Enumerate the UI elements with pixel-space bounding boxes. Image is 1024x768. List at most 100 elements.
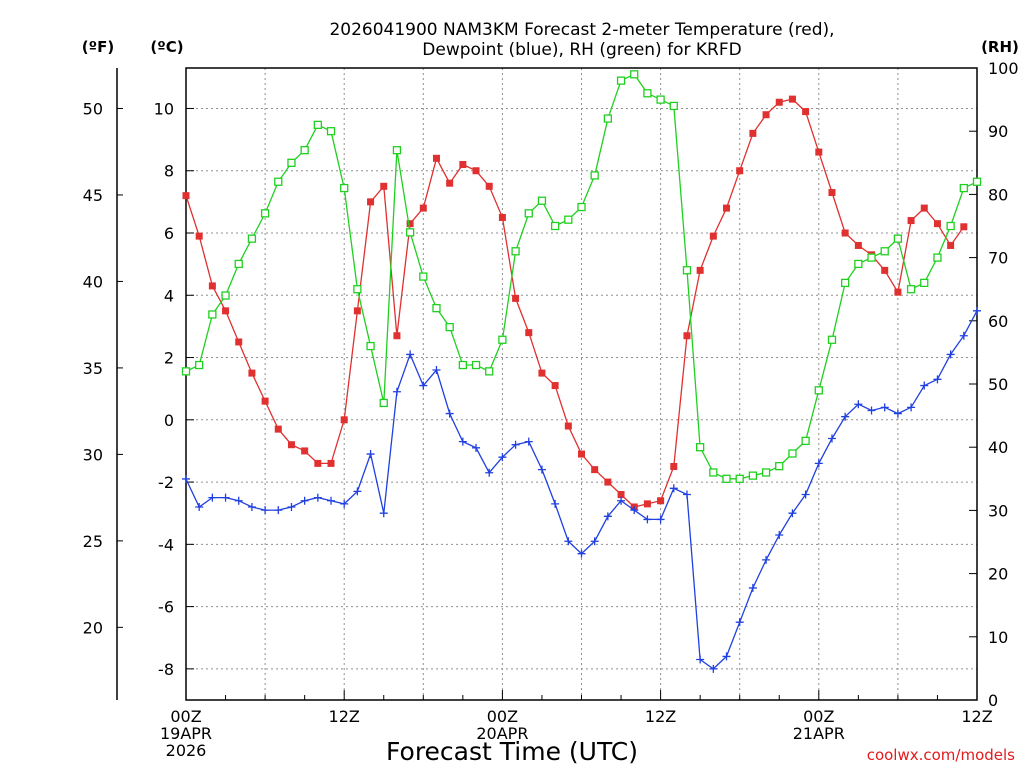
celsius-tick-label: 4 bbox=[164, 286, 174, 305]
data-point bbox=[524, 437, 533, 446]
data-point bbox=[340, 416, 348, 424]
fahrenheit-tick-label: 25 bbox=[83, 532, 103, 551]
data-point bbox=[287, 158, 296, 167]
data-point bbox=[222, 307, 230, 315]
data-point bbox=[590, 171, 599, 180]
data-point bbox=[814, 386, 823, 395]
x-tick-label: 00Z bbox=[803, 707, 834, 726]
data-point bbox=[670, 463, 678, 471]
data-point bbox=[445, 322, 454, 332]
data-point bbox=[709, 664, 718, 673]
data-point bbox=[867, 406, 876, 415]
data-point bbox=[578, 450, 585, 458]
data-point bbox=[182, 474, 190, 483]
rh-tick-label: 70 bbox=[988, 249, 1008, 268]
fahrenheit-axis-unit: (ºF) bbox=[82, 38, 114, 56]
series-dewpoint bbox=[182, 306, 981, 673]
data-point bbox=[723, 204, 731, 212]
data-point bbox=[538, 369, 546, 377]
data-point bbox=[432, 154, 440, 162]
data-point bbox=[788, 449, 797, 458]
data-point bbox=[959, 331, 968, 340]
x-tick-label: 20APR bbox=[476, 724, 528, 743]
series-rh bbox=[181, 70, 982, 483]
data-point bbox=[867, 253, 876, 262]
data-point bbox=[841, 412, 850, 421]
data-point bbox=[406, 350, 415, 359]
fahrenheit-tick-label: 40 bbox=[83, 272, 103, 291]
data-point bbox=[498, 213, 506, 221]
data-point bbox=[761, 468, 771, 477]
data-point bbox=[221, 291, 230, 300]
data-point bbox=[512, 294, 520, 302]
data-point bbox=[603, 512, 612, 521]
data-point bbox=[221, 493, 230, 502]
data-point bbox=[735, 618, 744, 627]
data-point bbox=[195, 502, 204, 511]
data-point bbox=[261, 506, 270, 515]
data-point bbox=[762, 555, 771, 564]
rh-tick-label: 80 bbox=[988, 185, 1008, 204]
data-point bbox=[208, 310, 217, 319]
rh-tick-label: 10 bbox=[988, 628, 1008, 647]
chart-title-line-2: Dewpoint (blue), RH (green) for KRFD bbox=[422, 40, 741, 60]
x-tick-label: 00Z bbox=[487, 707, 518, 726]
celsius-tick-label: 6 bbox=[164, 224, 174, 243]
data-point bbox=[235, 338, 243, 346]
data-point bbox=[591, 466, 599, 474]
celsius-axis-unit: (ºC) bbox=[150, 38, 183, 56]
data-point bbox=[946, 221, 955, 231]
data-point bbox=[630, 506, 639, 515]
rh-tick-label: 40 bbox=[988, 438, 1008, 457]
data-point bbox=[801, 436, 810, 446]
data-point bbox=[775, 462, 784, 471]
data-point bbox=[604, 478, 612, 486]
data-point bbox=[458, 360, 468, 370]
data-point bbox=[353, 307, 361, 315]
tick-labels: 1086420-2-4-6-85045403530252010090807060… bbox=[83, 59, 1019, 760]
data-point bbox=[972, 177, 982, 186]
rh-tick-label: 50 bbox=[988, 375, 1008, 394]
data-point bbox=[709, 468, 718, 477]
data-point bbox=[828, 189, 836, 197]
data-point bbox=[353, 285, 362, 294]
celsius-tick-label: 0 bbox=[164, 411, 174, 430]
fahrenheit-tick-label: 35 bbox=[83, 359, 103, 378]
data-point bbox=[485, 367, 494, 376]
data-point bbox=[643, 89, 652, 98]
data-point bbox=[274, 425, 282, 433]
data-point bbox=[471, 360, 481, 370]
data-point bbox=[327, 459, 335, 467]
data-point bbox=[432, 365, 441, 374]
data-point bbox=[775, 530, 784, 539]
data-point bbox=[682, 490, 691, 499]
data-point bbox=[696, 266, 704, 274]
data-point bbox=[906, 285, 916, 294]
data-point bbox=[525, 329, 533, 337]
data-point bbox=[709, 232, 717, 240]
data-point bbox=[537, 196, 547, 205]
x-tick-label: 21APR bbox=[793, 724, 845, 743]
data-point bbox=[762, 111, 770, 119]
data-point bbox=[802, 108, 810, 116]
credit-text: coolwx.com/models bbox=[867, 746, 1015, 764]
x-tick-label: 00Z bbox=[170, 707, 201, 726]
data-point bbox=[379, 509, 388, 518]
celsius-tick-label: 8 bbox=[164, 162, 174, 181]
data-point bbox=[419, 204, 427, 212]
data-point bbox=[947, 241, 955, 249]
data-point bbox=[748, 471, 758, 480]
data-point bbox=[419, 381, 428, 390]
data-point bbox=[313, 493, 322, 502]
data-point bbox=[854, 400, 863, 409]
data-point bbox=[959, 183, 968, 193]
data-point bbox=[498, 335, 507, 344]
data-point bbox=[182, 192, 190, 200]
grid-lines bbox=[186, 68, 977, 700]
rh-tick-label: 90 bbox=[988, 122, 1008, 141]
data-point bbox=[827, 434, 836, 443]
data-point bbox=[326, 127, 336, 136]
data-point bbox=[933, 253, 942, 262]
data-point bbox=[300, 496, 309, 505]
data-point bbox=[419, 272, 428, 281]
